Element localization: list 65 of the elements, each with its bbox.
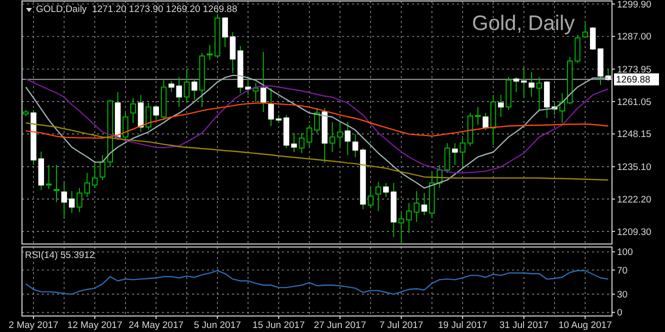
candlestick <box>184 68 190 104</box>
chart-subtitle: GOLD,Daily 1271.20 1273.90 1269.20 1269.88 <box>36 4 238 15</box>
candlestick <box>298 132 305 154</box>
candlestick <box>268 88 274 127</box>
candlestick <box>536 76 542 110</box>
x-tick-label: 5 Jun 2017 <box>194 320 241 331</box>
candlestick <box>590 26 596 50</box>
ref-line-label: 1269.88 <box>616 74 650 86</box>
candlestick <box>76 188 82 213</box>
candlestick <box>344 122 351 156</box>
candlestick <box>368 188 374 209</box>
candlestick <box>122 112 128 143</box>
candlestick <box>460 138 466 166</box>
candlestick <box>574 34 580 64</box>
candlestick <box>352 134 358 158</box>
x-tick-label: 7 Jul 2017 <box>379 320 424 331</box>
y-tick-label: 1235.10 <box>617 162 652 174</box>
y-tick-label: 1261.05 <box>617 96 652 108</box>
y-tick-label: 1209.30 <box>617 226 652 238</box>
chart-title: RSI(14) 55.3912 <box>25 250 95 261</box>
y-tick-label: 1222.20 <box>617 194 652 206</box>
candlestick <box>513 76 520 93</box>
x-tick-label: 12 May 2017 <box>67 320 122 331</box>
y-tick-label: 1273.95 <box>617 64 652 76</box>
text: Gold, Daily <box>472 12 576 35</box>
candlestick <box>252 82 259 102</box>
candlestick <box>306 124 312 148</box>
candlestick <box>528 72 534 98</box>
y-tick-label: 1299.90 <box>617 0 652 10</box>
candlestick <box>84 172 90 198</box>
x-tick-label: 27 Jun 2017 <box>314 320 366 331</box>
candlestick <box>92 162 98 189</box>
candlestick <box>375 181 382 212</box>
candlestick <box>230 32 236 74</box>
candlestick <box>475 106 481 126</box>
candlestick <box>54 164 60 203</box>
x-tick-label: 2 May 2017 <box>8 320 58 331</box>
candlestick <box>206 44 213 60</box>
y-tick-label: 1248.15 <box>617 129 652 140</box>
y-tick-label: 1287.00 <box>617 32 652 43</box>
candlestick <box>291 132 297 153</box>
x-tick-label: 15 Jun 2017 <box>252 320 305 331</box>
candlestick <box>46 164 52 190</box>
x-tick-label: 10 Aug 2017 <box>558 320 612 331</box>
y-tick-label: 30 <box>617 290 628 301</box>
x-tick-label: 31 Jul 2017 <box>499 320 548 331</box>
y-tick-label: 100 <box>617 247 633 258</box>
candlestick <box>146 102 152 131</box>
y-tick-label: 70 <box>617 265 628 276</box>
candlestick <box>582 22 588 38</box>
y-tick-label: 0 <box>617 308 622 319</box>
candlestick <box>521 68 527 98</box>
candlestick <box>314 107 320 134</box>
candlestick <box>130 97 136 124</box>
candlestick <box>61 182 68 220</box>
candlestick <box>260 51 266 112</box>
candlestick <box>68 190 75 214</box>
line-series <box>25 270 609 295</box>
candlestick <box>444 142 450 174</box>
candlestick <box>398 212 404 244</box>
x-tick-label: 24 May 2017 <box>128 320 184 331</box>
candlestick <box>337 122 343 148</box>
candlestick <box>421 192 428 216</box>
candlestick <box>329 122 336 153</box>
x-tick-label: 19 Jul 2017 <box>438 320 488 331</box>
